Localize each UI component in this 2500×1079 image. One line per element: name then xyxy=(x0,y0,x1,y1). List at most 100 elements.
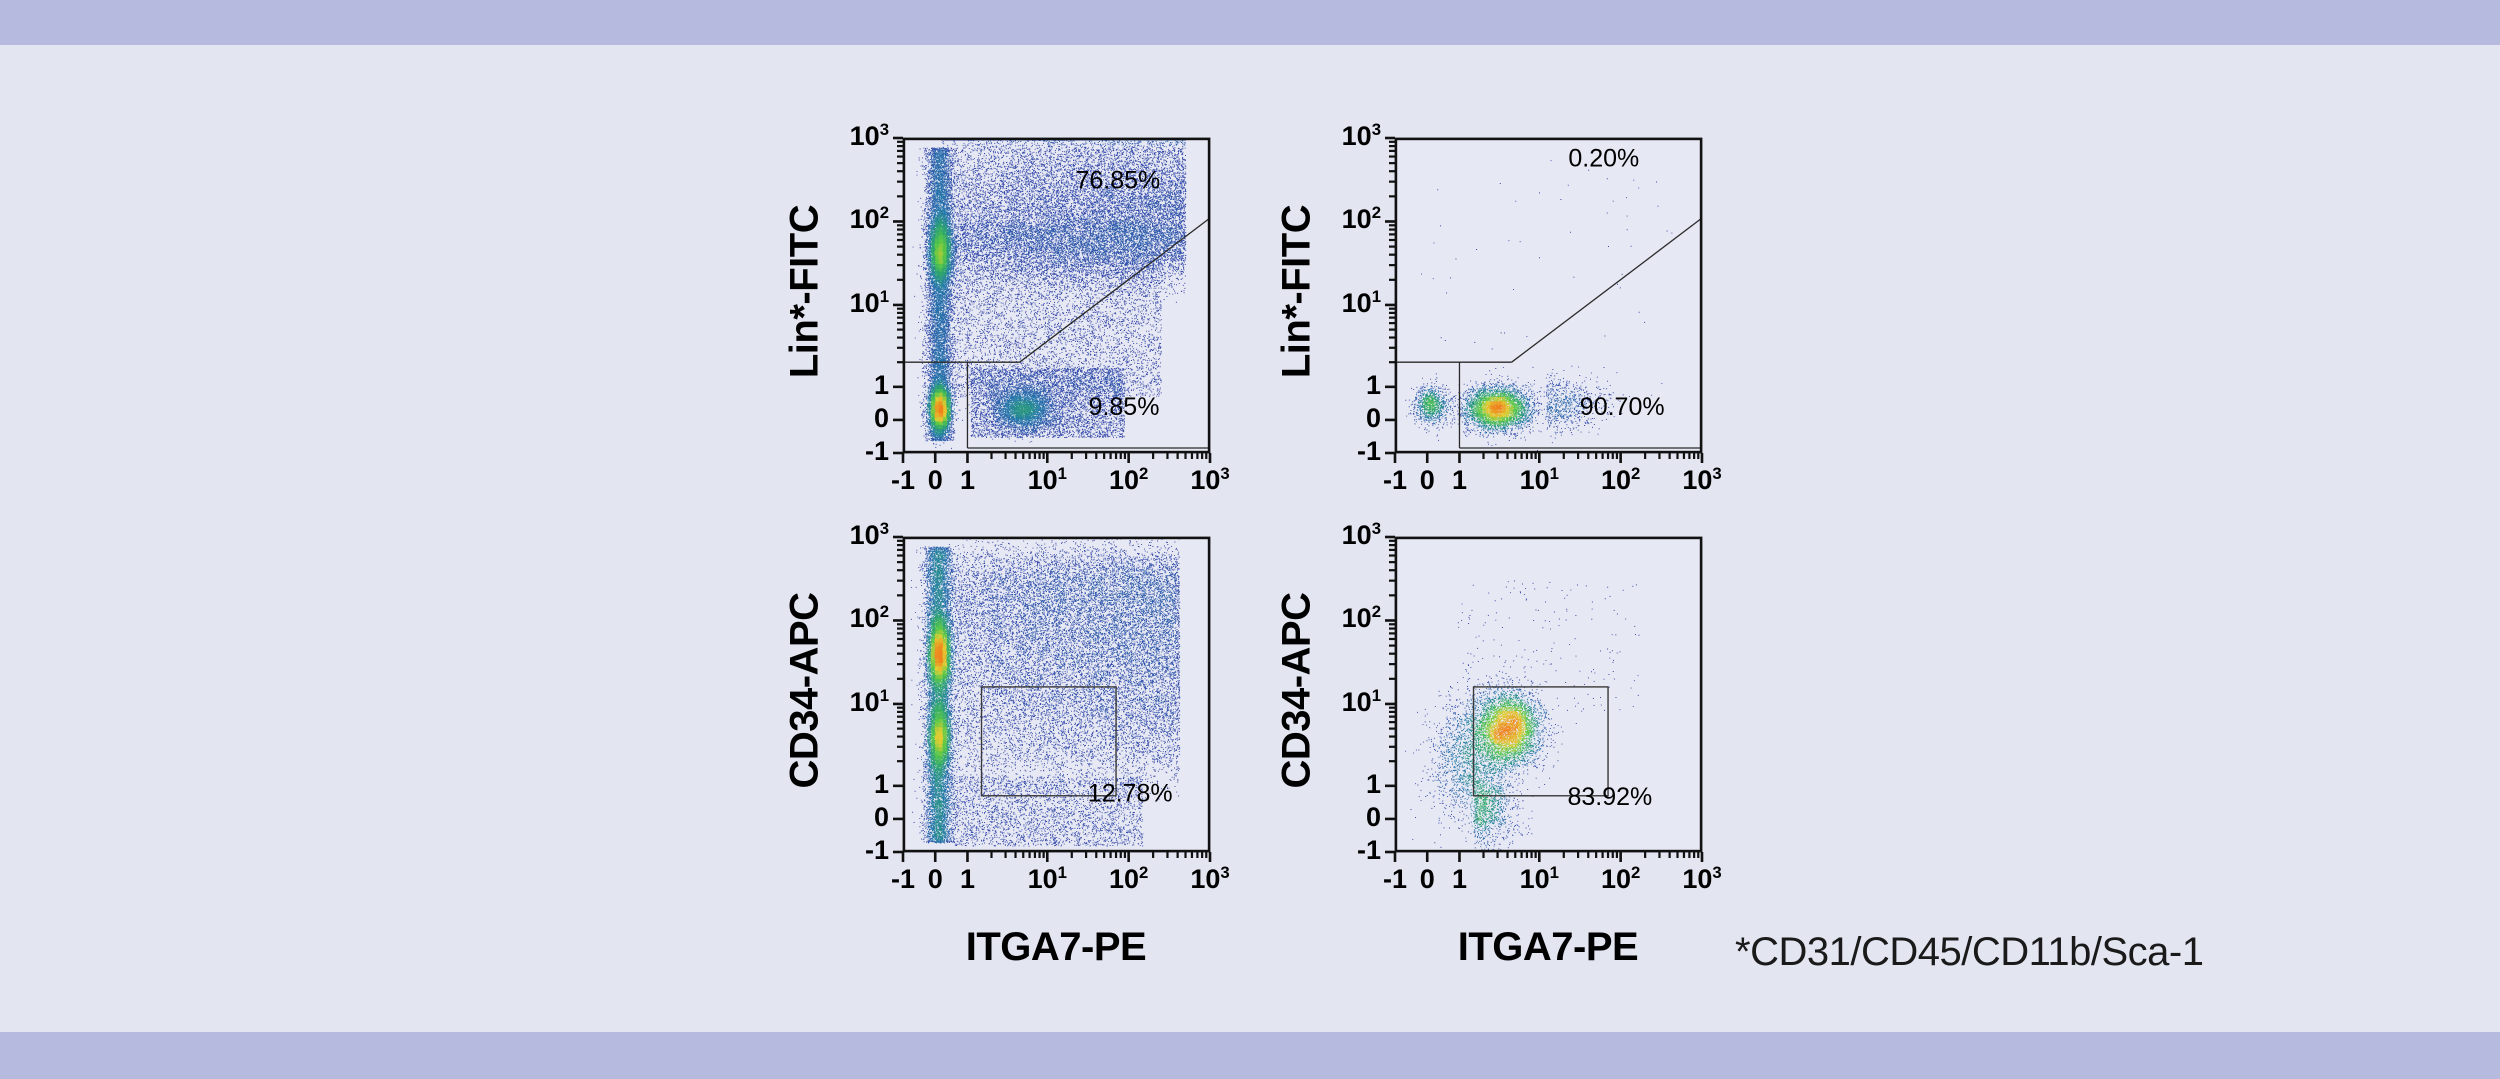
density-points xyxy=(942,404,948,414)
density-points xyxy=(942,751,948,756)
density-points xyxy=(1509,408,1514,414)
density-points xyxy=(1485,711,1526,739)
density-points xyxy=(1497,404,1503,410)
density-points xyxy=(1013,404,1018,410)
density-points xyxy=(1528,723,1533,728)
density-points xyxy=(934,227,940,232)
density-points xyxy=(938,247,944,253)
x-tick-label: 1 xyxy=(1451,465,1467,495)
x-tick-label: 103 xyxy=(1682,464,1722,495)
density-points xyxy=(942,618,948,623)
density-points xyxy=(1493,723,1499,744)
y-tick-label: 1 xyxy=(1365,369,1381,400)
density-points xyxy=(1528,727,1534,732)
density-points xyxy=(942,392,948,398)
density-points xyxy=(1470,389,1502,418)
density-points xyxy=(1517,723,1530,752)
density-points xyxy=(938,275,944,281)
x-tick-label: 103 xyxy=(1682,863,1722,894)
density-points xyxy=(938,404,944,410)
density-points xyxy=(1493,718,1522,732)
density-points xyxy=(1419,408,1424,414)
density-points xyxy=(942,384,948,390)
decorative-bottom-band xyxy=(0,1032,2500,1079)
y-tick-label: -1 xyxy=(1356,436,1381,466)
density-points xyxy=(1493,388,1518,425)
density-points xyxy=(1501,714,1506,720)
y-tick-label: 102 xyxy=(849,602,889,634)
x-tick-label: 101 xyxy=(1027,464,1067,495)
y-tick-label: 102 xyxy=(1341,203,1381,235)
density-points xyxy=(942,416,948,422)
density-points xyxy=(1481,400,1487,406)
density-points xyxy=(934,743,940,748)
density-points xyxy=(930,630,952,659)
density-points xyxy=(1029,400,1038,410)
density-points xyxy=(930,412,936,418)
density-points xyxy=(1478,792,1487,816)
density-points xyxy=(931,634,936,639)
density-points xyxy=(1430,400,1436,406)
density-points xyxy=(930,396,936,402)
density-points xyxy=(1501,400,1507,406)
density-points xyxy=(1426,404,1432,410)
density-points xyxy=(1481,392,1487,398)
density-points xyxy=(934,722,940,728)
density-points xyxy=(942,730,951,765)
axis-ticks xyxy=(893,136,1212,463)
plot-frame xyxy=(902,536,1211,853)
density-points xyxy=(942,658,948,664)
density-points xyxy=(1442,408,1467,417)
scatter-panel-bottom-left: 12.78% xyxy=(893,535,1212,862)
y-tick-label: 102 xyxy=(1341,602,1381,634)
density-points xyxy=(938,617,944,623)
density-points xyxy=(1490,711,1494,716)
x-tick-label: 101 xyxy=(1519,464,1559,495)
y-tick-label: -1 xyxy=(864,436,889,466)
density-points xyxy=(942,747,948,752)
density-points xyxy=(1477,408,1483,414)
density-points xyxy=(923,139,1180,434)
density-points xyxy=(938,226,944,232)
density-points xyxy=(938,698,944,704)
density-points xyxy=(1517,743,1522,748)
density-points xyxy=(1477,412,1502,426)
density-points xyxy=(930,553,952,837)
density-points xyxy=(946,666,952,672)
density-points xyxy=(934,412,940,418)
density-points xyxy=(1501,420,1507,426)
density-points xyxy=(1493,751,1499,756)
density-points xyxy=(1493,420,1499,426)
density-points xyxy=(1509,400,1514,406)
x-tick-label: 102 xyxy=(1108,464,1149,495)
density-points xyxy=(934,642,940,647)
density-points xyxy=(1021,400,1026,406)
density-points xyxy=(1434,400,1440,406)
density-points xyxy=(938,416,944,422)
density-points xyxy=(927,678,932,684)
density-points xyxy=(934,658,940,664)
density-points xyxy=(934,621,940,627)
density-points xyxy=(934,617,940,623)
density-points xyxy=(934,638,948,660)
density-points xyxy=(934,384,940,390)
density-points xyxy=(1485,392,1495,425)
density-points xyxy=(1525,735,1530,740)
density-points xyxy=(938,638,944,643)
x-tick-label: 103 xyxy=(1190,464,1230,495)
density-points xyxy=(1501,743,1507,748)
density-points xyxy=(1485,424,1491,430)
density-points xyxy=(938,243,944,248)
density-points xyxy=(1422,400,1428,406)
density-points xyxy=(930,666,936,671)
density-points xyxy=(1478,722,1483,728)
density-points xyxy=(946,255,951,261)
density-points xyxy=(930,759,936,765)
density-points xyxy=(1505,408,1511,414)
density-points xyxy=(1505,727,1514,736)
density-points xyxy=(931,730,936,736)
density-points xyxy=(946,259,951,264)
density-points xyxy=(946,239,952,244)
density-points xyxy=(1525,734,1533,752)
density-points xyxy=(946,404,952,410)
